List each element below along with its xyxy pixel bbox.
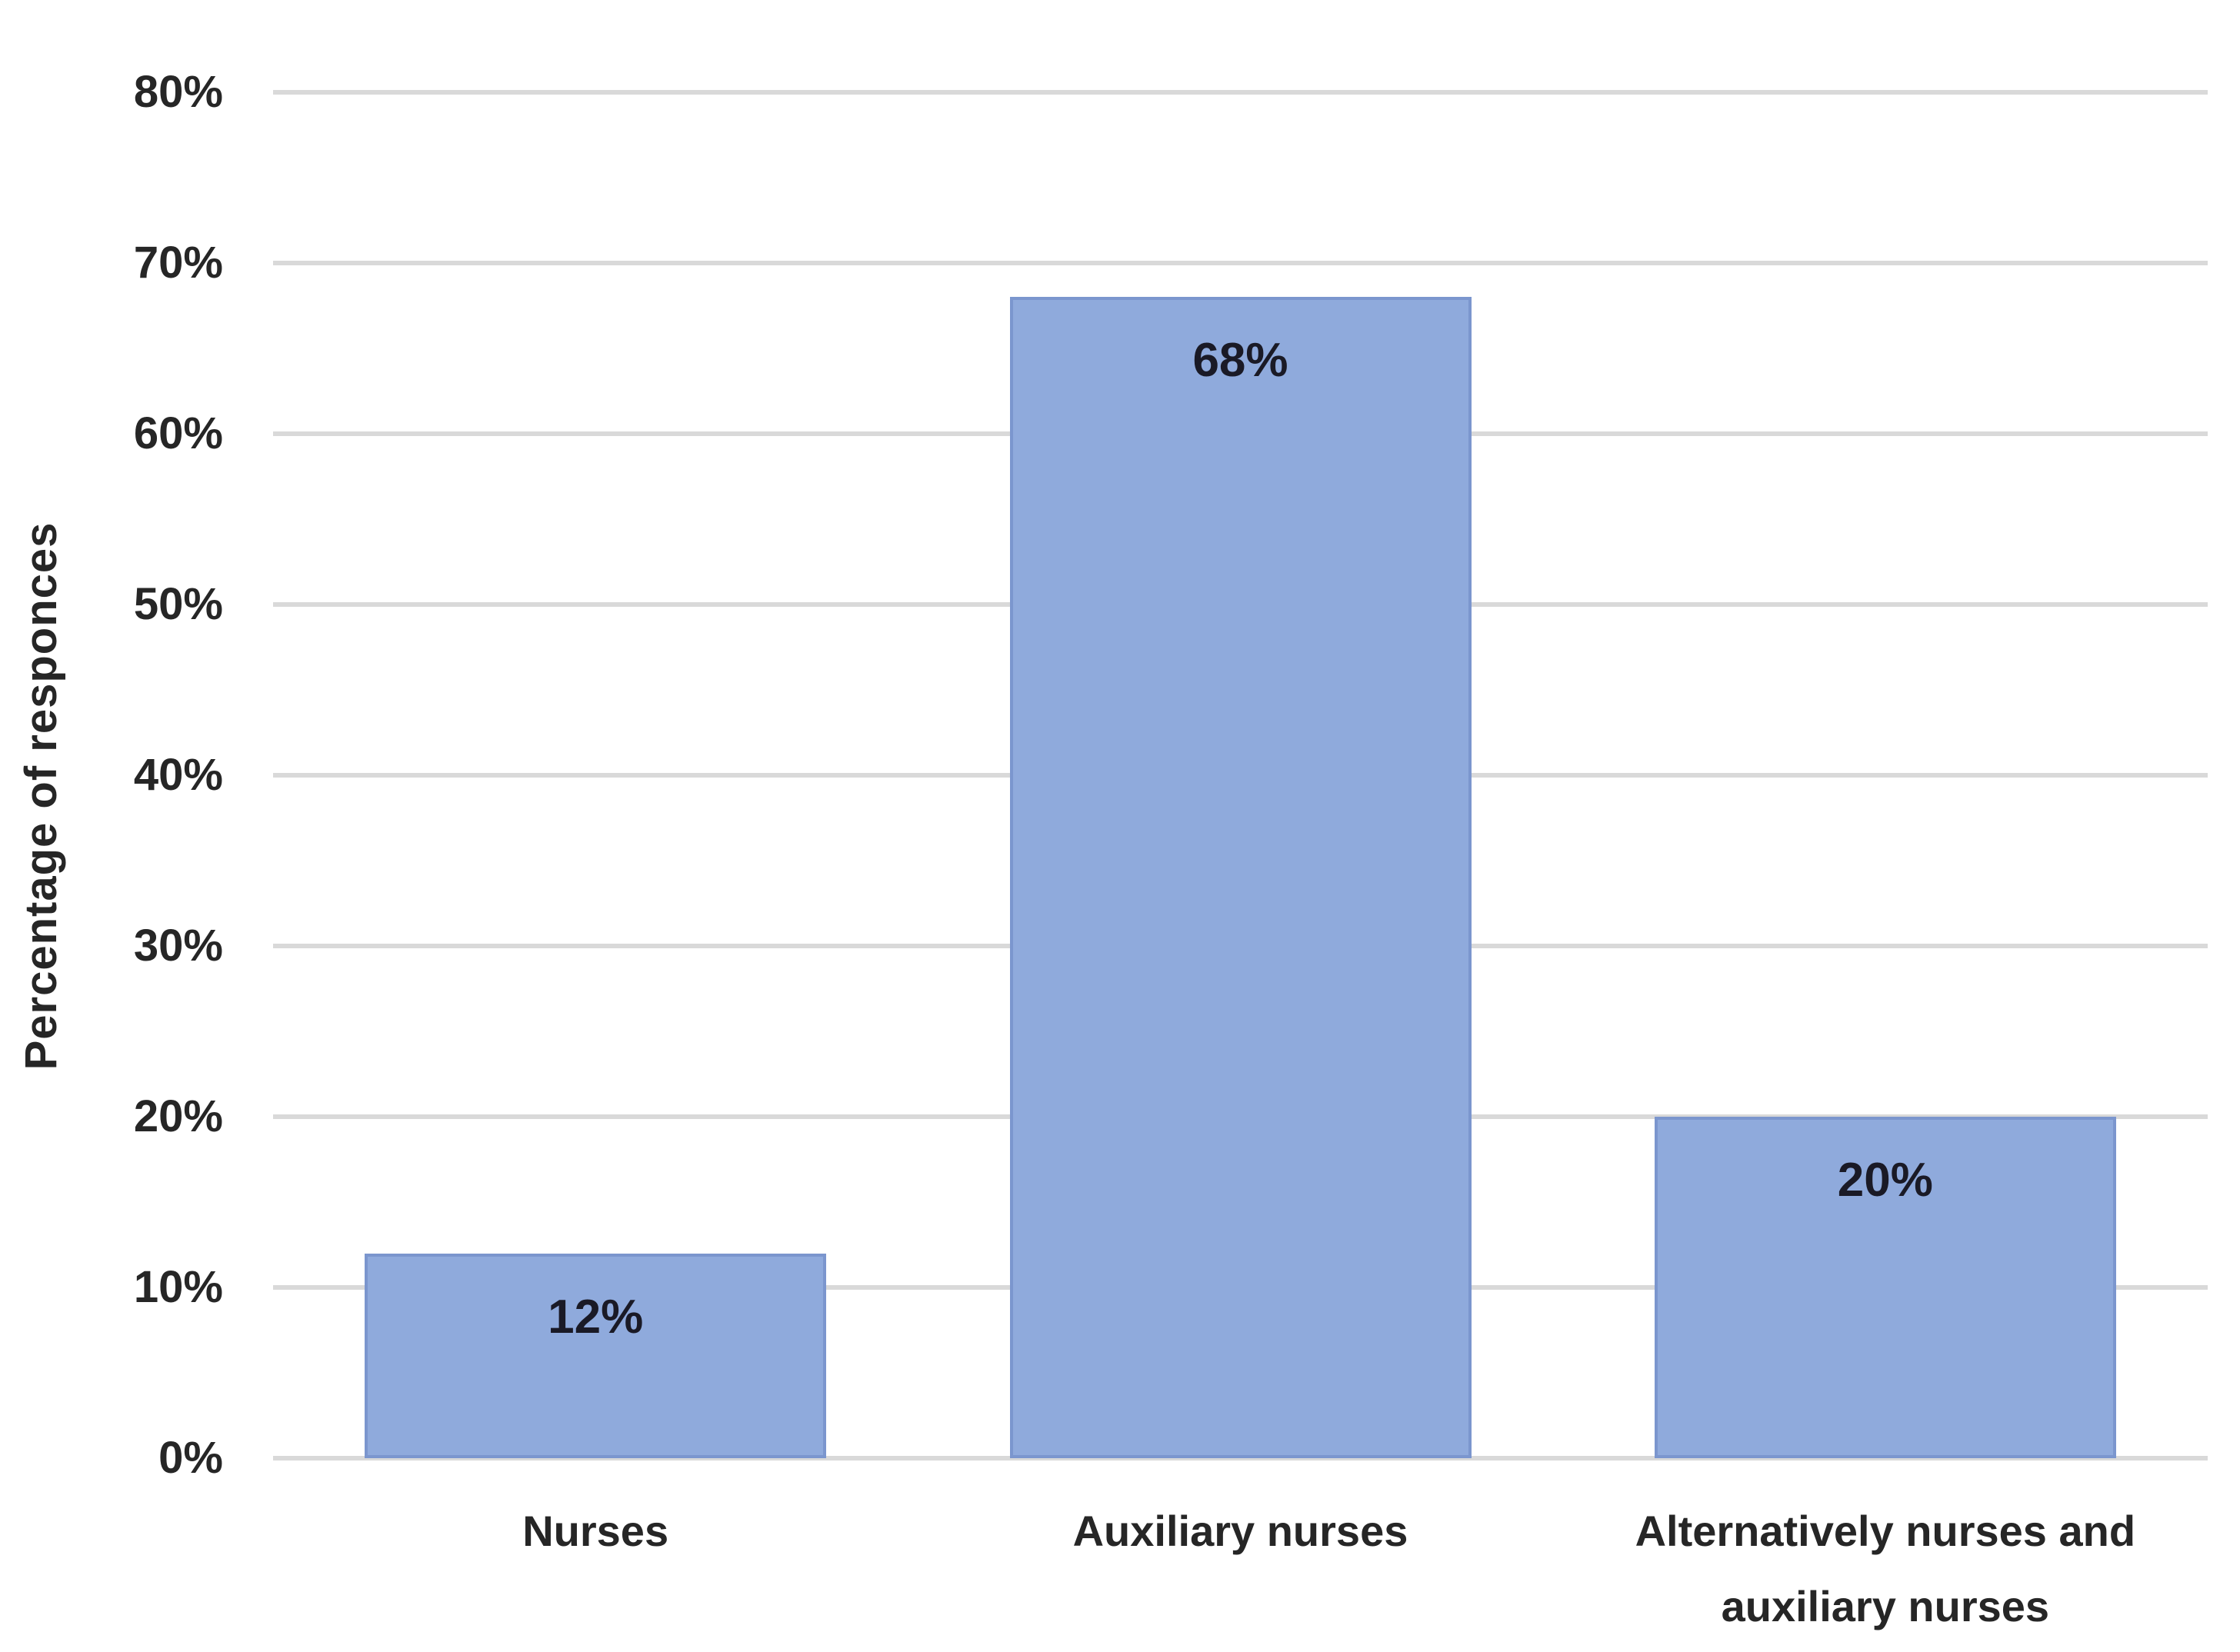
x-category-label: Nurses xyxy=(522,1507,669,1555)
y-tick-label: 60% xyxy=(133,408,223,458)
y-tick-label: 20% xyxy=(133,1091,223,1141)
x-category-label: Alternatively nurses and auxiliary nurses xyxy=(1635,1507,2136,1630)
y-tick-label: 80% xyxy=(133,67,223,117)
bar-3 xyxy=(1654,1117,2116,1458)
y-tick-label: 50% xyxy=(133,579,223,629)
y-tick-label: 0% xyxy=(158,1433,223,1483)
y-tick-label: 30% xyxy=(133,921,223,971)
gridline xyxy=(273,261,2208,265)
bar-value-label: 20% xyxy=(1837,1154,1933,1207)
gridline xyxy=(273,90,2208,95)
y-tick-label: 10% xyxy=(133,1262,223,1312)
bar-value-label: 12% xyxy=(548,1290,644,1344)
bar-1 xyxy=(365,1253,827,1458)
x-category-label: Auxiliary nurses xyxy=(1072,1507,1408,1555)
y-tick-label: 70% xyxy=(133,238,223,288)
bar-2 xyxy=(1009,297,1472,1458)
y-tick-label: 40% xyxy=(133,750,223,800)
bar-value-label: 68% xyxy=(1192,334,1288,388)
gridline xyxy=(273,1456,2208,1460)
